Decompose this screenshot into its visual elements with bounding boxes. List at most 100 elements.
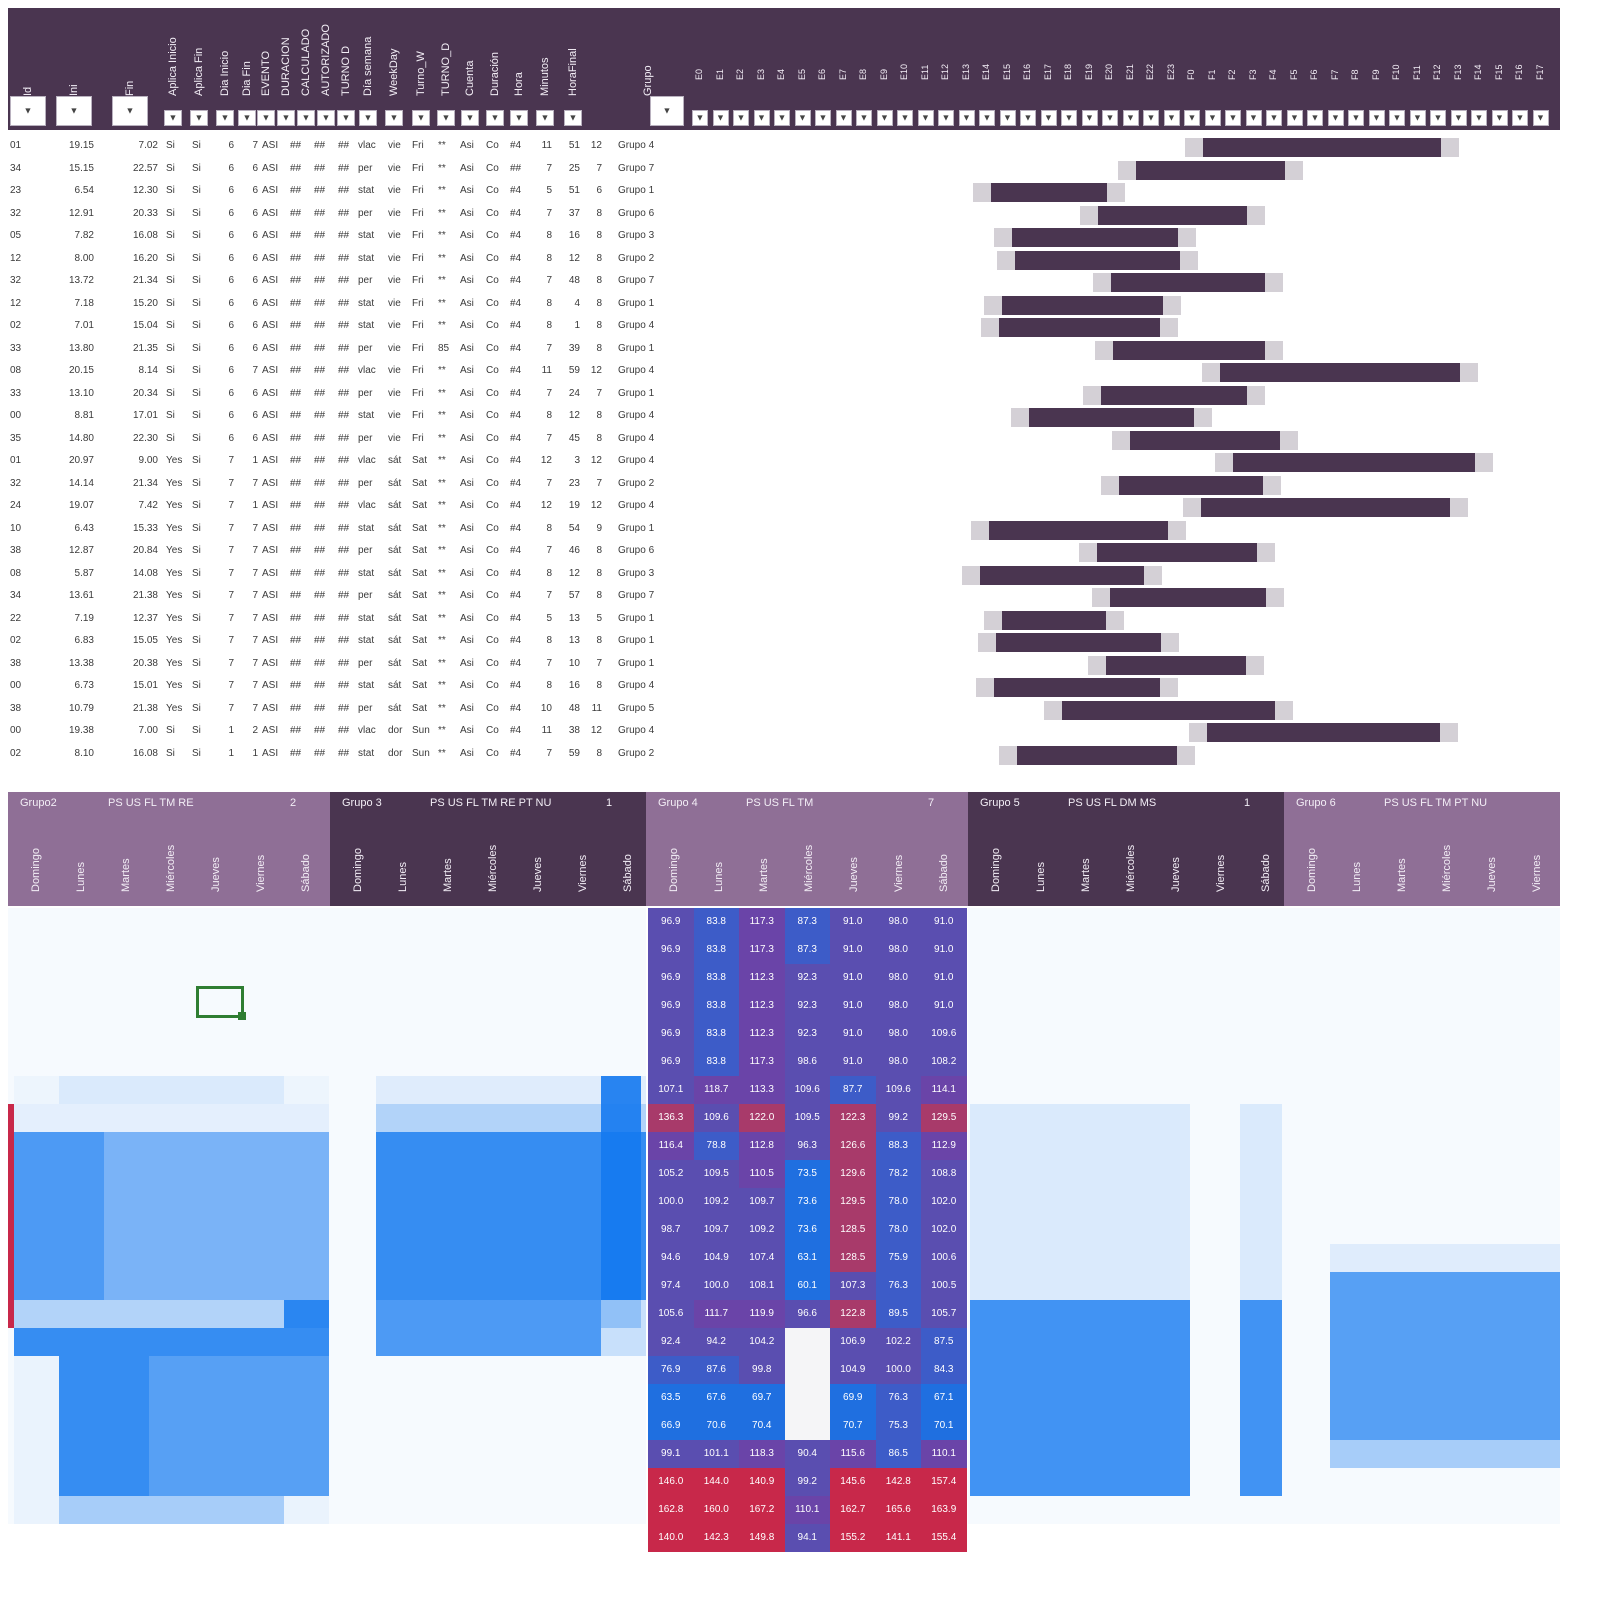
filter-dropdown-button[interactable]: ▼ — [897, 110, 913, 126]
filter-dropdown-button[interactable]: ▼ — [815, 110, 831, 126]
heatmap-cell — [556, 1188, 601, 1216]
table-cell: 12 — [590, 455, 602, 466]
filter-dropdown-button[interactable]: ▼ — [510, 110, 528, 126]
table-cell: 12 — [540, 455, 552, 466]
filter-dropdown-button[interactable]: ▼ — [958, 110, 975, 126]
filter-dropdown-button[interactable]: ▼ — [486, 110, 504, 126]
filter-dropdown-button[interactable]: ▼ — [257, 110, 275, 126]
filter-dropdown-button[interactable]: ▼ — [238, 110, 256, 126]
heatmap-cell — [1514, 1300, 1560, 1328]
filter-dropdown-button[interactable]: ▼ — [794, 110, 811, 126]
filter-dropdown-button[interactable]: ▼ — [1143, 110, 1159, 126]
filter-dropdown-button[interactable]: ▼ — [1389, 110, 1405, 126]
filter-dropdown-button[interactable]: ▼ — [1286, 110, 1303, 126]
filter-dropdown-button[interactable]: ▼ — [461, 110, 479, 126]
filter-dropdown-button[interactable]: ▼ — [1245, 110, 1262, 126]
filter-dropdown-button[interactable]: ▼ — [56, 96, 92, 126]
filter-dropdown-button[interactable]: ▼ — [164, 110, 182, 126]
table-cell: ## — [338, 500, 350, 511]
column-header: EVENTO — [260, 50, 272, 96]
filter-dropdown-button[interactable]: ▼ — [385, 110, 403, 126]
table-cell: Yes — [166, 522, 183, 534]
table-cell: Co — [486, 275, 499, 286]
filter-dropdown-button[interactable]: ▼ — [536, 110, 554, 126]
filter-dropdown-button[interactable]: ▼ — [753, 110, 770, 126]
filter-dropdown-button[interactable]: ▼ — [1225, 110, 1241, 126]
chevron-down-icon: ▼ — [1023, 112, 1033, 123]
filter-dropdown-button[interactable]: ▼ — [938, 110, 954, 126]
filter-dropdown-button[interactable]: ▼ — [216, 110, 234, 126]
filter-dropdown-button[interactable]: ▼ — [190, 110, 208, 126]
filter-dropdown-button[interactable]: ▼ — [917, 110, 934, 126]
filter-dropdown-button[interactable]: ▼ — [1163, 110, 1180, 126]
filter-dropdown-button[interactable]: ▼ — [650, 96, 684, 126]
filter-dropdown-button[interactable]: ▼ — [835, 110, 852, 126]
gantt-bar-edge — [1180, 250, 1199, 270]
filter-dropdown-button[interactable]: ▼ — [297, 110, 315, 126]
filter-dropdown-button[interactable]: ▼ — [412, 110, 430, 126]
heatmap-cell — [466, 1160, 511, 1188]
filter-dropdown-button[interactable]: ▼ — [1368, 110, 1385, 126]
weekday-header: Martes — [1080, 858, 1092, 892]
filter-dropdown-button[interactable]: ▼ — [1204, 110, 1221, 126]
filter-dropdown-button[interactable]: ▼ — [1184, 110, 1200, 126]
filter-dropdown-button[interactable]: ▼ — [1491, 110, 1508, 126]
filter-dropdown-button[interactable]: ▼ — [1102, 110, 1118, 126]
filter-dropdown-button[interactable]: ▼ — [1081, 110, 1098, 126]
table-cell: #4 — [510, 185, 522, 196]
heatmap-cell — [284, 1300, 329, 1328]
selection-handle[interactable] — [238, 1012, 246, 1020]
filter-dropdown-button[interactable]: ▼ — [437, 110, 455, 126]
table-cell: Co — [486, 612, 499, 624]
filter-dropdown-button[interactable]: ▼ — [1532, 110, 1549, 126]
table-cell: vie — [388, 162, 401, 174]
gantt-bar — [1001, 295, 1163, 315]
table-cell: 7 — [252, 680, 258, 691]
filter-dropdown-button[interactable]: ▼ — [876, 110, 893, 126]
table-cell: 8.14 — [138, 365, 158, 376]
filter-dropdown-button[interactable]: ▼ — [999, 110, 1016, 126]
filter-dropdown-button[interactable]: ▼ — [1430, 110, 1446, 126]
table-cell: 8 — [546, 252, 552, 264]
filter-dropdown-button[interactable]: ▼ — [1471, 110, 1487, 126]
table-cell: ** — [438, 725, 446, 736]
filter-dropdown-button[interactable]: ▼ — [712, 110, 729, 126]
grupo4-value-cell: 113.3 — [739, 1076, 785, 1104]
gantt-bar — [1202, 138, 1442, 157]
filter-dropdown-button[interactable]: ▼ — [1020, 110, 1036, 126]
filter-dropdown-button[interactable]: ▼ — [337, 110, 355, 126]
filter-dropdown-button[interactable]: ▼ — [774, 110, 790, 126]
filter-dropdown-button[interactable]: ▼ — [1061, 110, 1077, 126]
filter-dropdown-button[interactable]: ▼ — [359, 110, 377, 126]
selected-cell[interactable] — [196, 986, 244, 1018]
chevron-down-icon: ▼ — [736, 112, 746, 123]
gantt-bar-edge — [1167, 520, 1186, 540]
gantt-bar — [1028, 408, 1194, 427]
filter-dropdown-button[interactable]: ▼ — [1450, 110, 1467, 126]
filter-dropdown-button[interactable]: ▼ — [1122, 110, 1139, 126]
filter-dropdown-button[interactable]: ▼ — [564, 110, 582, 126]
heatmap-cell — [194, 1356, 239, 1384]
grupo4-value-cell: 149.8 — [739, 1524, 785, 1552]
filter-dropdown-button[interactable]: ▼ — [317, 110, 335, 126]
filter-dropdown-button[interactable]: ▼ — [1327, 110, 1344, 126]
filter-dropdown-button[interactable]: ▼ — [1040, 110, 1057, 126]
column-header: WeekDay — [388, 48, 400, 96]
filter-dropdown-button[interactable]: ▼ — [1409, 110, 1426, 126]
table-cell: vlac — [358, 500, 376, 511]
grupo4-value-cell: 83.8 — [693, 964, 739, 992]
filter-dropdown-button[interactable]: ▼ — [1266, 110, 1282, 126]
filter-dropdown-button[interactable]: ▼ — [1348, 110, 1364, 126]
filter-dropdown-button[interactable]: ▼ — [277, 110, 295, 126]
filter-dropdown-button[interactable]: ▼ — [979, 110, 995, 126]
table-cell: ** — [438, 230, 446, 241]
filter-dropdown-button[interactable]: ▼ — [1307, 110, 1323, 126]
filter-dropdown-button[interactable]: ▼ — [10, 96, 46, 126]
heatmap-cell — [194, 1412, 239, 1440]
filter-dropdown-button[interactable]: ▼ — [692, 110, 708, 126]
grupo4-value-cell: 107.1 — [648, 1076, 694, 1104]
filter-dropdown-button[interactable]: ▼ — [112, 96, 148, 126]
filter-dropdown-button[interactable]: ▼ — [733, 110, 749, 126]
filter-dropdown-button[interactable]: ▼ — [856, 110, 872, 126]
filter-dropdown-button[interactable]: ▼ — [1512, 110, 1528, 126]
